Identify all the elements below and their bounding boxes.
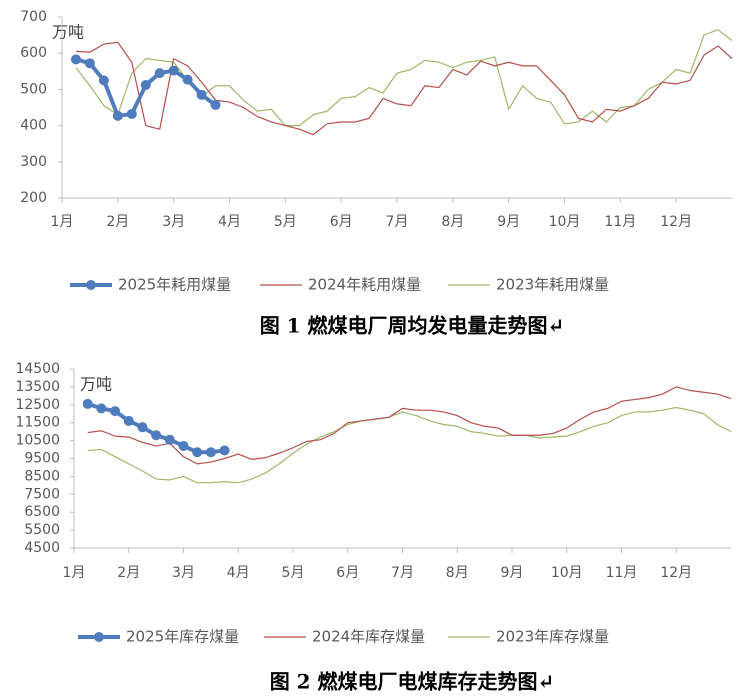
series-line — [87, 386, 732, 465]
y-tick-label: 600 — [20, 45, 47, 61]
data-point — [112, 110, 123, 121]
y-tick-label: 11500 — [15, 415, 60, 431]
series-line — [87, 402, 225, 455]
x-tick-label: 12月 — [660, 565, 692, 581]
x-tick-label: 11月 — [604, 214, 636, 230]
y-tick-label: 8500 — [24, 468, 60, 484]
data-point — [110, 406, 121, 417]
data-point — [210, 99, 221, 110]
y-tick-label: 500 — [20, 81, 47, 97]
data-point — [84, 58, 95, 69]
y-tick-label: 300 — [20, 154, 47, 170]
x-tick-label: 2月 — [106, 214, 129, 230]
x-tick-label: 3月 — [172, 565, 195, 581]
data-point — [70, 54, 81, 65]
data-point — [164, 434, 175, 445]
legend-label: 2025年耗用煤量 — [118, 276, 231, 294]
y-tick-label: 400 — [20, 118, 47, 134]
data-point — [98, 75, 109, 86]
data-point — [151, 430, 162, 441]
caption: 图 2 燃煤电厂电煤库存走势图↵ — [270, 670, 555, 694]
y-tick-label: 5500 — [24, 522, 60, 538]
unit-label: 万吨 — [52, 23, 84, 42]
data-point — [219, 445, 230, 456]
legend-marker — [86, 280, 96, 290]
x-tick-label: 10月 — [551, 565, 583, 581]
data-point — [182, 74, 193, 85]
legend-label: 2024年耗用煤量 — [308, 276, 421, 294]
x-tick-label: 4月 — [227, 565, 250, 581]
y-tick-label: 10500 — [15, 433, 60, 449]
data-point — [205, 447, 216, 458]
x-tick-label: 6月 — [336, 565, 359, 581]
y-tick-label: 12500 — [15, 397, 60, 413]
y-tick-label: 7500 — [24, 486, 60, 502]
data-point — [154, 68, 165, 79]
y-tick-label: 9500 — [24, 451, 60, 467]
data-point — [168, 65, 179, 76]
x-tick-label: 9月 — [501, 565, 524, 581]
x-tick-label: 8月 — [441, 214, 464, 230]
x-tick-label: 7月 — [391, 565, 414, 581]
x-tick-label: 4月 — [218, 214, 241, 230]
x-tick-label: 3月 — [162, 214, 185, 230]
data-point — [178, 440, 189, 451]
x-tick-label: 12月 — [660, 214, 692, 230]
y-tick-label: 6500 — [24, 504, 60, 520]
series-line — [75, 41, 733, 136]
y-tick-label: 13500 — [15, 379, 60, 395]
legend-label: 2023年耗用煤量 — [496, 276, 609, 294]
series-line — [87, 406, 732, 484]
x-tick-label: 5月 — [282, 565, 305, 581]
data-point — [140, 80, 151, 91]
data-point — [192, 447, 203, 458]
series-line — [75, 29, 733, 127]
y-tick-label: 14500 — [15, 361, 60, 377]
x-tick-label: 6月 — [330, 214, 353, 230]
x-tick-label: 10月 — [549, 214, 581, 230]
legend-label: 2023年库存煤量 — [496, 628, 609, 646]
data-point — [126, 109, 137, 120]
x-tick-label: 9月 — [497, 214, 520, 230]
legend-label: 2024年库存煤量 — [312, 628, 425, 646]
x-tick-label: 11月 — [606, 565, 638, 581]
y-tick-label: 700 — [20, 9, 47, 25]
x-tick-label: 2月 — [117, 565, 140, 581]
y-tick-label: 200 — [20, 190, 47, 206]
data-point — [137, 422, 148, 433]
data-point — [96, 403, 107, 414]
caption: 图 1 燃煤电厂周均发电量走势图↵ — [260, 314, 565, 338]
x-tick-label: 5月 — [274, 214, 297, 230]
unit-label: 万吨 — [80, 375, 112, 394]
data-point — [196, 89, 207, 100]
x-tick-label: 8月 — [446, 565, 469, 581]
y-tick-label: 4500 — [24, 540, 60, 556]
x-tick-label: 7月 — [386, 214, 409, 230]
legend-label: 2025年库存煤量 — [126, 628, 239, 646]
legend-marker — [94, 632, 104, 642]
data-point — [82, 398, 93, 409]
data-point — [123, 415, 134, 426]
x-tick-label: 1月 — [63, 565, 86, 581]
x-tick-label: 1月 — [51, 214, 74, 230]
